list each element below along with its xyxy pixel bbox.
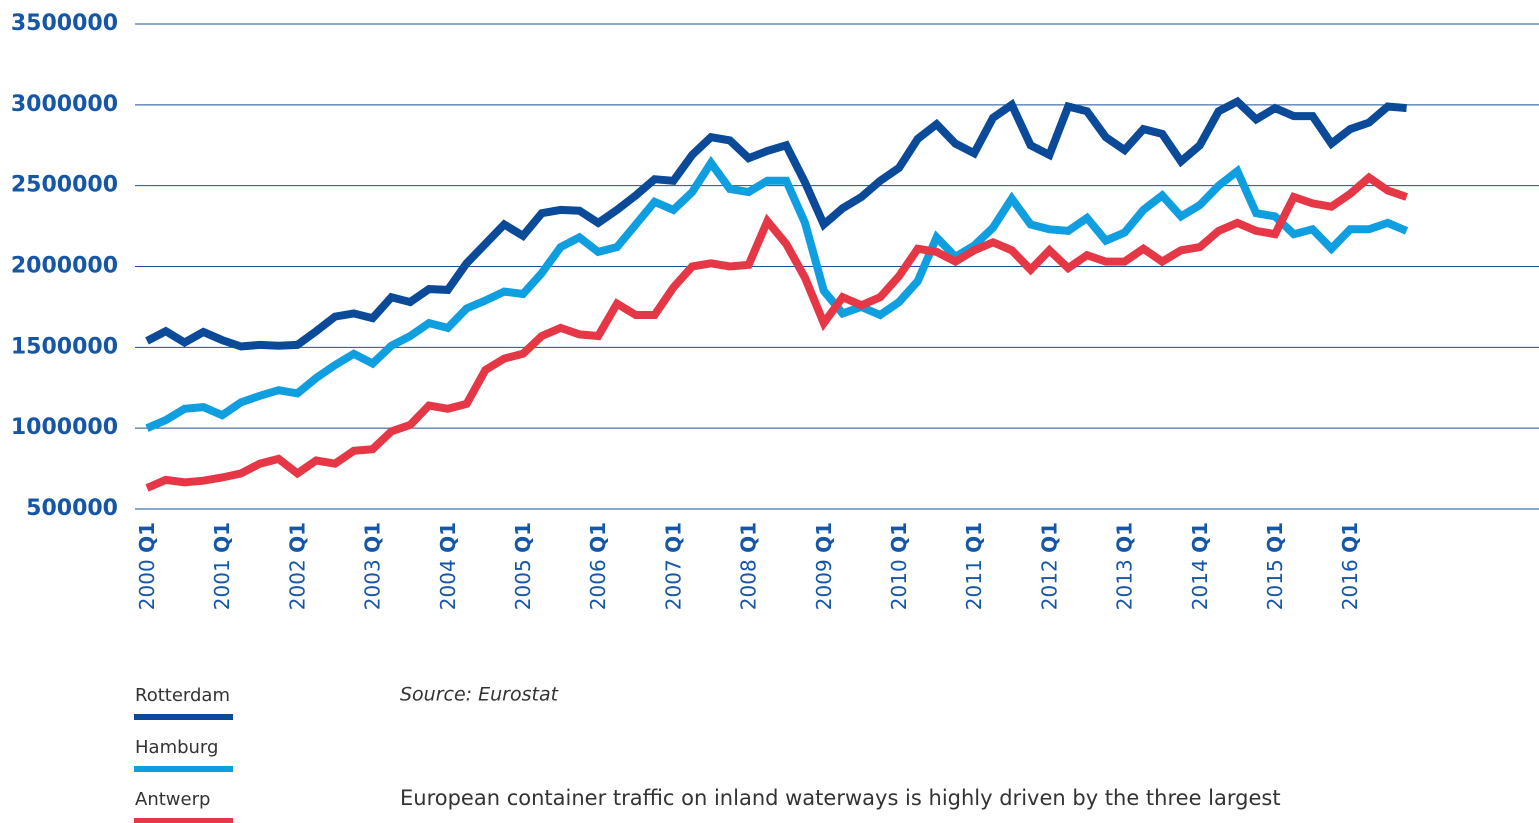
x-tick-label: 2015 Q1 [1263,522,1287,610]
x-tick-label: 2016 Q1 [1338,522,1362,610]
x-tick-label: 2004 Q1 [435,522,459,610]
x-tick-label: 2007 Q1 [661,522,685,610]
legend-label: Hamburg [135,737,218,758]
x-tick-label: 2009 Q1 [811,522,835,610]
legend-label: Antwerp [135,789,210,810]
x-tick-label: 2008 Q1 [736,522,760,610]
series-line [145,172,1408,492]
x-tick-label: 2005 Q1 [511,522,535,610]
x-tick-label: 2000 Q1 [135,522,159,610]
x-tick-label: 2001 Q1 [210,522,234,610]
x-tick-label: 2010 Q1 [887,522,911,610]
x-tick-label: 2002 Q1 [285,522,309,610]
y-tick-label: 500000 [26,496,118,521]
legend-label: Rotterdam [135,685,230,706]
x-tick-label: 2014 Q1 [1187,522,1211,610]
y-tick-label: 2500000 [11,173,118,198]
caption: European container traffic on inland wat… [400,786,1281,810]
x-tick-label: 2003 Q1 [360,522,384,610]
x-tick-label: 2006 Q1 [586,522,610,610]
y-tick-label: 3500000 [11,11,118,36]
y-tick-label: 1000000 [11,415,118,440]
x-tick-label: 2013 Q1 [1112,522,1136,610]
y-tick-label: 1500000 [11,334,118,359]
source-note: Source: Eurostat [400,684,560,706]
series-line [145,155,1409,432]
series-line [145,96,1407,351]
x-tick-label: 2011 Q1 [962,522,986,610]
y-tick-label: 2000000 [11,254,118,279]
y-tick-label: 3000000 [11,92,118,117]
x-tick-label: 2012 Q1 [1037,522,1061,610]
